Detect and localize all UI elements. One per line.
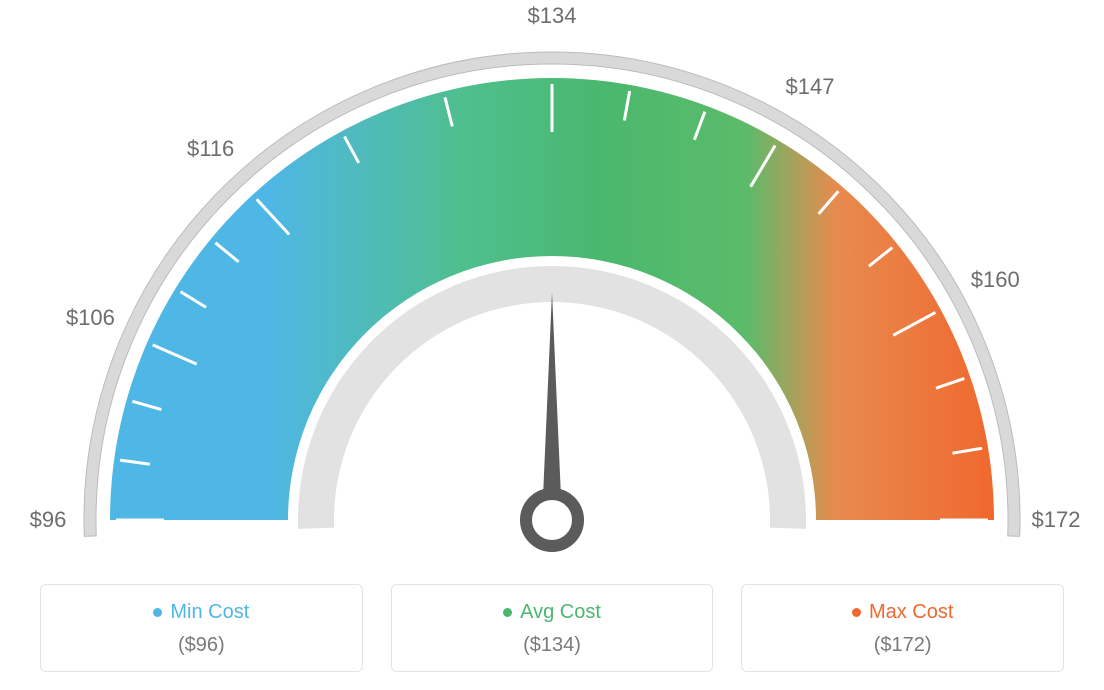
legend-card: Avg Cost ($134) <box>391 584 714 672</box>
legend-title: Avg Cost <box>503 601 601 624</box>
legend-row: Min Cost ($96) Avg Cost ($134) Max Cost ($172… <box>40 584 1064 672</box>
legend-title: Min Cost <box>153 601 249 624</box>
legend-label: Max Cost <box>869 601 953 624</box>
legend-label: Avg Cost <box>520 601 601 624</box>
legend-card: Max Cost ($172) <box>741 584 1064 672</box>
legend-title: Max Cost <box>852 601 953 624</box>
legend-value: ($172) <box>752 634 1053 657</box>
tick-label: $172 <box>1032 507 1081 533</box>
tick-label: $147 <box>786 74 835 100</box>
legend-label: Min Cost <box>170 601 249 624</box>
tick-label: $116 <box>187 136 234 162</box>
tick-label: $106 <box>66 305 115 331</box>
gauge-svg <box>0 0 1104 560</box>
legend-card: Min Cost ($96) <box>40 584 363 672</box>
needle-hub <box>526 494 578 546</box>
legend-dot-icon <box>153 608 162 617</box>
legend-value: ($134) <box>402 634 703 657</box>
legend-value: ($96) <box>51 634 352 657</box>
gauge-needle <box>522 292 582 520</box>
tick-label: $96 <box>30 507 67 533</box>
tick-label: $134 <box>528 3 577 29</box>
cost-gauge: $96 $106 $116 $134 $147 $160 $172 <box>0 0 1104 560</box>
legend-dot-icon <box>503 608 512 617</box>
legend-dot-icon <box>852 608 861 617</box>
tick-label: $160 <box>971 267 1020 293</box>
